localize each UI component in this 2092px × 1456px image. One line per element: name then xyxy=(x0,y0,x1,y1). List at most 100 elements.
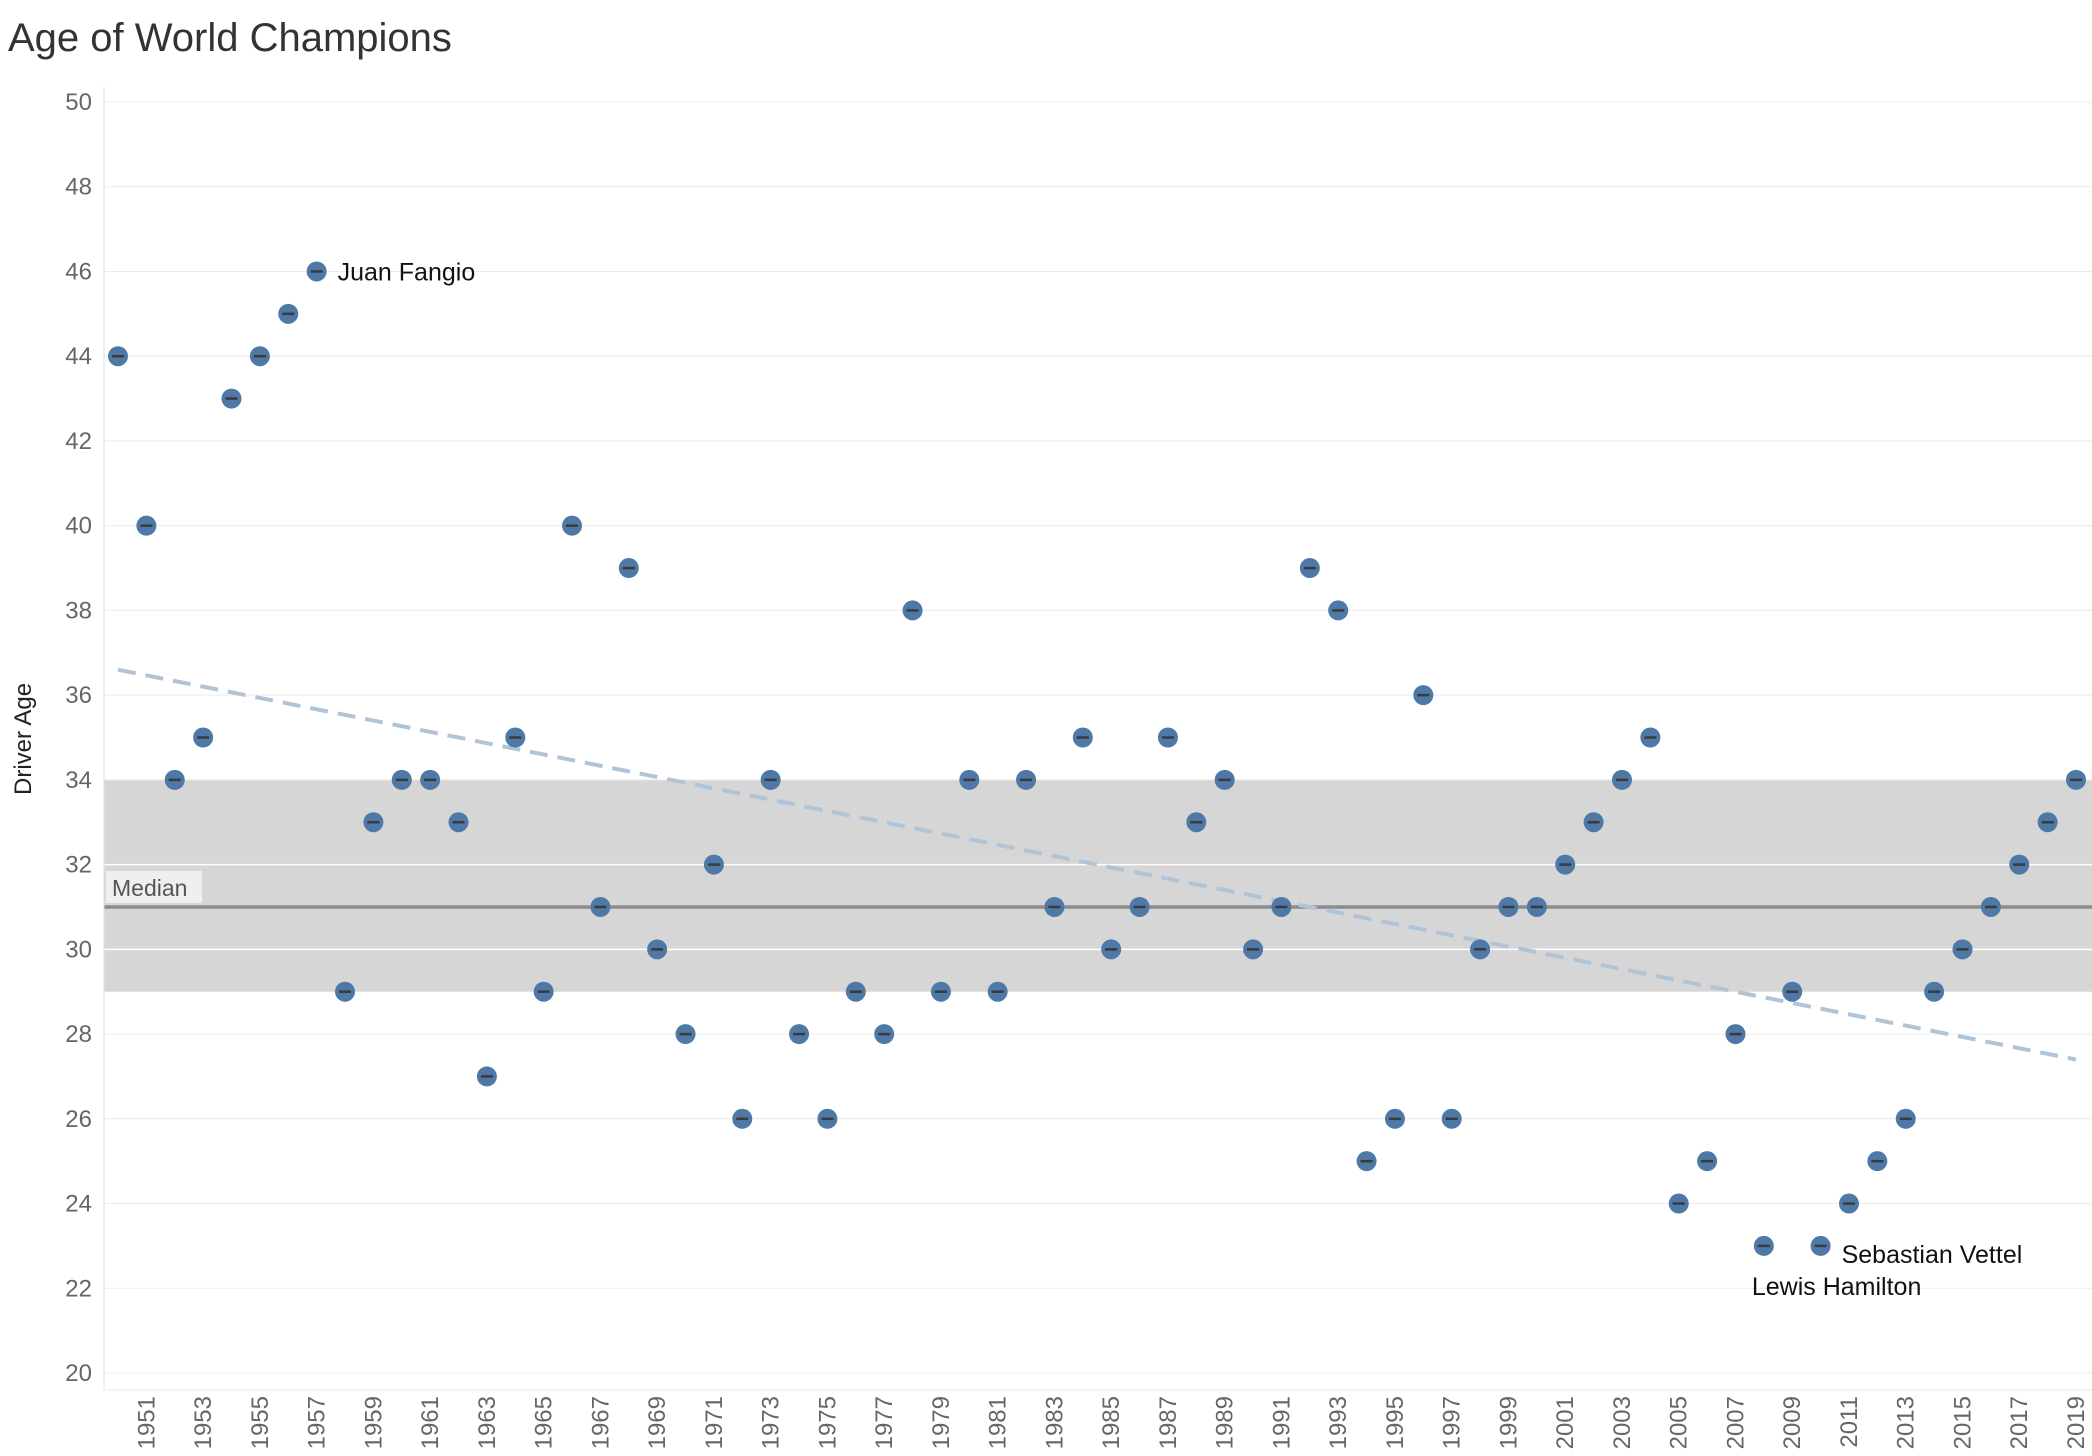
data-point[interactable] xyxy=(789,1024,810,1045)
data-point[interactable] xyxy=(1611,769,1632,790)
data-point[interactable] xyxy=(249,346,270,367)
data-point[interactable] xyxy=(703,854,724,875)
data-point[interactable] xyxy=(164,769,185,790)
trend-line-layer xyxy=(117,667,2077,1062)
data-point[interactable] xyxy=(335,981,356,1002)
data-point[interactable] xyxy=(193,727,214,748)
data-point[interactable] xyxy=(817,1108,838,1129)
median-label: Median xyxy=(112,875,187,901)
x-tick-label: 1991 xyxy=(1268,1396,1295,1449)
data-point[interactable] xyxy=(1555,854,1576,875)
data-point[interactable] xyxy=(1243,939,1264,960)
data-point[interactable] xyxy=(278,303,299,324)
data-point[interactable] xyxy=(760,769,781,790)
data-point[interactable] xyxy=(420,769,441,790)
data-point[interactable] xyxy=(2009,854,2030,875)
x-tick-label: 1951 xyxy=(133,1396,160,1449)
x-tick-label: 2009 xyxy=(1779,1396,1806,1449)
data-point[interactable] xyxy=(930,981,951,1002)
data-point[interactable] xyxy=(1952,939,1973,960)
annotation-label: Sebastian Vettel xyxy=(1842,1241,2023,1269)
data-point[interactable] xyxy=(1299,558,1320,579)
data-point[interactable] xyxy=(1101,939,1122,960)
x-tick: 1975 xyxy=(814,1396,841,1449)
y-tick-label: 46 xyxy=(65,258,92,285)
data-point[interactable] xyxy=(1157,727,1178,748)
x-tick: 1961 xyxy=(417,1396,444,1449)
x-tick: 1967 xyxy=(587,1396,614,1449)
data-point[interactable] xyxy=(1867,1151,1888,1172)
y-tick-labels: 20 22 24 26 28 30 32 34 36 38 40 42 44 46 48 50 xyxy=(65,89,92,1387)
data-point[interactable] xyxy=(1924,981,1945,1002)
data-point[interactable] xyxy=(1186,812,1207,833)
data-point[interactable] xyxy=(1413,685,1434,706)
data-point[interactable] xyxy=(505,727,526,748)
x-tick: 1991 xyxy=(1268,1396,1295,1449)
data-point[interactable] xyxy=(1016,769,1037,790)
data-point[interactable] xyxy=(1782,981,1803,1002)
x-tick: 1951 xyxy=(133,1396,160,1449)
data-point[interactable] xyxy=(959,769,980,790)
data-point[interactable] xyxy=(845,981,866,1002)
x-tick-label: 1979 xyxy=(928,1396,955,1449)
data-point[interactable] xyxy=(2066,769,2086,790)
data-point[interactable] xyxy=(1356,1151,1377,1172)
data-point[interactable] xyxy=(647,939,668,960)
x-tick: 1979 xyxy=(928,1396,955,1449)
data-point[interactable] xyxy=(306,261,327,282)
data-point[interactable] xyxy=(1895,1108,1916,1129)
x-tick-label: 2007 xyxy=(1722,1396,1749,1449)
x-tick-label: 1967 xyxy=(587,1396,614,1449)
data-point[interactable] xyxy=(391,769,412,790)
data-point[interactable] xyxy=(1725,1024,1746,1045)
data-point[interactable] xyxy=(1838,1193,1859,1214)
data-point[interactable] xyxy=(902,600,923,621)
data-point[interactable] xyxy=(476,1066,497,1087)
x-tick: 2005 xyxy=(1666,1396,1693,1449)
data-point[interactable] xyxy=(732,1108,753,1129)
data-point[interactable] xyxy=(1697,1151,1718,1172)
data-point[interactable] xyxy=(1072,727,1093,748)
data-point[interactable] xyxy=(363,812,384,833)
data-point[interactable] xyxy=(533,981,554,1002)
data-point[interactable] xyxy=(1044,896,1065,917)
data-point[interactable] xyxy=(1129,896,1150,917)
data-point[interactable] xyxy=(1214,769,1235,790)
data-point[interactable] xyxy=(1753,1235,1774,1256)
x-tick-label: 1977 xyxy=(871,1396,898,1449)
x-tick-label: 1985 xyxy=(1098,1396,1125,1449)
data-point[interactable] xyxy=(874,1024,895,1045)
data-point[interactable] xyxy=(1668,1193,1689,1214)
data-point[interactable] xyxy=(1980,896,2001,917)
data-point[interactable] xyxy=(1498,896,1519,917)
data-point[interactable] xyxy=(1810,1235,1831,1256)
data-point[interactable] xyxy=(108,346,128,367)
data-point[interactable] xyxy=(987,981,1008,1002)
x-tick: 1963 xyxy=(474,1396,501,1449)
x-tick: 1993 xyxy=(1325,1396,1352,1449)
data-point[interactable] xyxy=(675,1024,696,1045)
reference-band xyxy=(104,779,2092,992)
data-point[interactable] xyxy=(1328,600,1349,621)
data-point[interactable] xyxy=(562,515,583,536)
data-point[interactable] xyxy=(448,812,469,833)
data-point[interactable] xyxy=(221,388,242,409)
annotation-label: Lewis Hamilton xyxy=(1752,1273,1922,1301)
x-tick-label: 1997 xyxy=(1439,1396,1466,1449)
y-tick-label: 30 xyxy=(65,936,92,963)
data-point[interactable] xyxy=(1526,896,1547,917)
data-point[interactable] xyxy=(1271,896,1292,917)
data-point[interactable] xyxy=(590,896,611,917)
data-point[interactable] xyxy=(136,515,157,536)
data-point[interactable] xyxy=(1640,727,1661,748)
data-point[interactable] xyxy=(618,558,639,579)
data-point[interactable] xyxy=(1583,812,1604,833)
annotation-layer: Juan Fangio Sebastian Vettel Lewis Hamilto… xyxy=(338,258,2023,1300)
x-tick: 1999 xyxy=(1495,1396,1522,1449)
data-point[interactable] xyxy=(1470,939,1491,960)
data-point[interactable] xyxy=(1441,1108,1462,1129)
data-point[interactable] xyxy=(1384,1108,1405,1129)
x-tick: 1983 xyxy=(1041,1396,1068,1449)
x-tick-label: 2013 xyxy=(1893,1396,1920,1449)
data-point[interactable] xyxy=(2037,812,2058,833)
